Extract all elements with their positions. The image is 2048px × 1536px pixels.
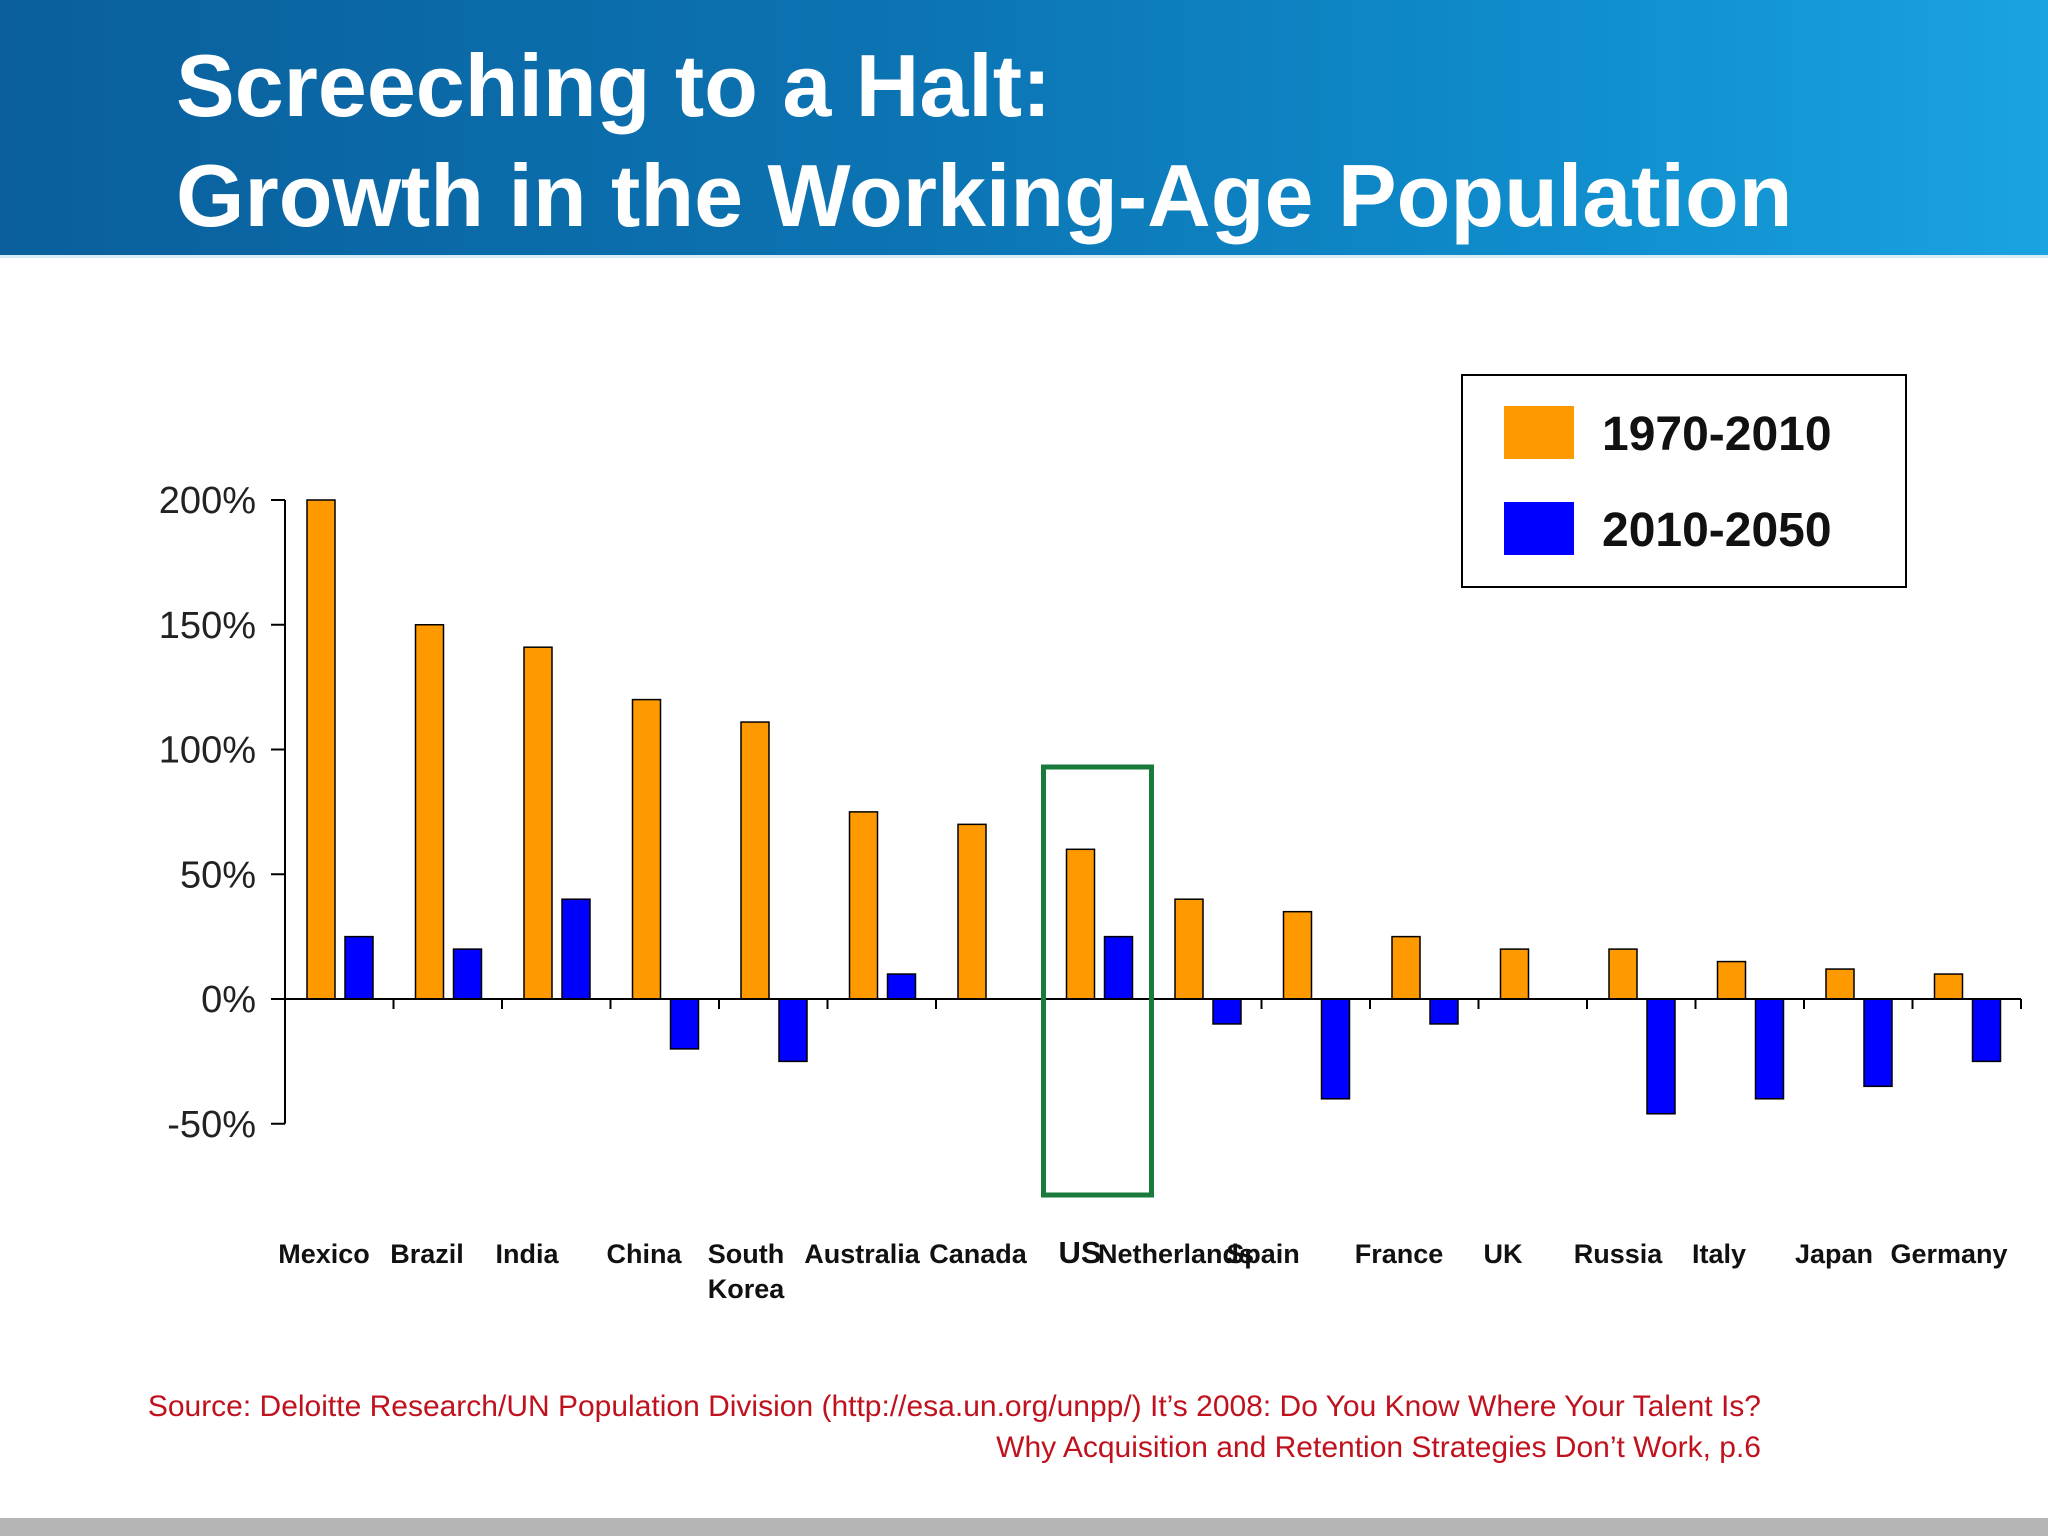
- y-axis: -50% 0% 50% 100% 150% 200%: [159, 480, 286, 1146]
- source-line-1: Source: Deloitte Research/UN Population …: [147, 1390, 1761, 1423]
- bar-series2: [1429, 998, 1459, 1025]
- bar-series1: [414, 624, 445, 1000]
- x-category-label: Germany: [1890, 1239, 2007, 1269]
- legend-label: 1970-2010: [1602, 408, 1832, 461]
- x-category-label: China: [606, 1239, 682, 1269]
- x-category-label: South Korea: [708, 1239, 786, 1304]
- x-category-label: Russia: [1574, 1239, 1664, 1269]
- bar-series2: [669, 998, 700, 1050]
- y-tick-label: -50%: [167, 1104, 256, 1146]
- y-tick-label: 100%: [159, 730, 256, 772]
- bar-series2: [1320, 998, 1351, 1100]
- y-tick-label: 50%: [180, 854, 256, 896]
- x-category-label: UK: [1484, 1239, 1523, 1269]
- bar-series1: [957, 823, 987, 1000]
- x-category-label: Australia: [804, 1239, 921, 1269]
- bar-series2: [1646, 998, 1676, 1115]
- legend-swatch: [1504, 406, 1574, 459]
- x-category-label: US: [1058, 1235, 1101, 1270]
- bar-series2: [1971, 998, 2002, 1063]
- x-category-label: Brazil: [390, 1239, 464, 1269]
- legend: 1970-2010 2010-2050: [1461, 374, 1907, 588]
- legend-swatch: [1504, 502, 1574, 555]
- x-category-label: Netherlands: [1098, 1239, 1254, 1269]
- us-highlight-box: [1041, 764, 1154, 1198]
- bar-series1: [306, 499, 336, 1000]
- bar-series1: [1174, 898, 1204, 1000]
- bar-series1: [1065, 848, 1096, 1000]
- footer-bar: [0, 1518, 2048, 1536]
- bar-series2: [778, 998, 808, 1063]
- bar-series2: [452, 948, 483, 1000]
- slide-title-line1: Screeching to a Halt:: [176, 36, 1052, 135]
- bar-series1: [1825, 968, 1855, 1000]
- bar-series1: [1716, 960, 1747, 1000]
- bar-series1: [1282, 910, 1313, 1000]
- bar-series2: [1863, 998, 1893, 1088]
- x-category-label: Spain: [1226, 1239, 1300, 1269]
- x-category-label: France: [1355, 1239, 1444, 1269]
- source-line-2: Why Acquisition and Retention Strategies…: [996, 1431, 1761, 1464]
- bar-series1: [523, 646, 553, 1000]
- y-tick-label: 150%: [159, 605, 256, 647]
- x-category-label: Mexico: [278, 1239, 370, 1269]
- bar-series1: [1391, 935, 1421, 1000]
- bar-series1: [1608, 948, 1638, 1000]
- bar-series2: [1103, 935, 1134, 1000]
- x-category-label: Japan: [1795, 1239, 1873, 1269]
- bar-series2: [1754, 998, 1785, 1100]
- y-tick-label: 200%: [159, 480, 256, 522]
- bar-series2: [561, 898, 591, 1000]
- bar-series2: [1212, 998, 1242, 1025]
- slide-title-line2: Growth in the Working-Age Population: [176, 146, 1793, 245]
- legend-label: 2010-2050: [1602, 504, 1832, 557]
- x-category-label: Canada: [929, 1239, 1028, 1269]
- bar-series1: [1499, 948, 1530, 1000]
- bars: [306, 499, 2002, 1115]
- highlight: [1041, 764, 1154, 1198]
- bar-series1: [740, 721, 770, 1000]
- slide-header: Screeching to a Halt: Growth in the Work…: [0, 0, 2048, 258]
- bar-series1: [631, 698, 662, 1000]
- bar-series1: [848, 811, 879, 1000]
- x-category-label: India: [495, 1239, 559, 1269]
- bar-series1: [1933, 973, 1964, 1000]
- x-category-label: Italy: [1692, 1239, 1746, 1269]
- bar-series2: [886, 973, 917, 1000]
- x-axis: Mexico Brazil India China South Korea Australi…: [278, 998, 2022, 1304]
- y-tick-label: 0%: [201, 979, 256, 1021]
- bar-series2: [344, 935, 374, 1000]
